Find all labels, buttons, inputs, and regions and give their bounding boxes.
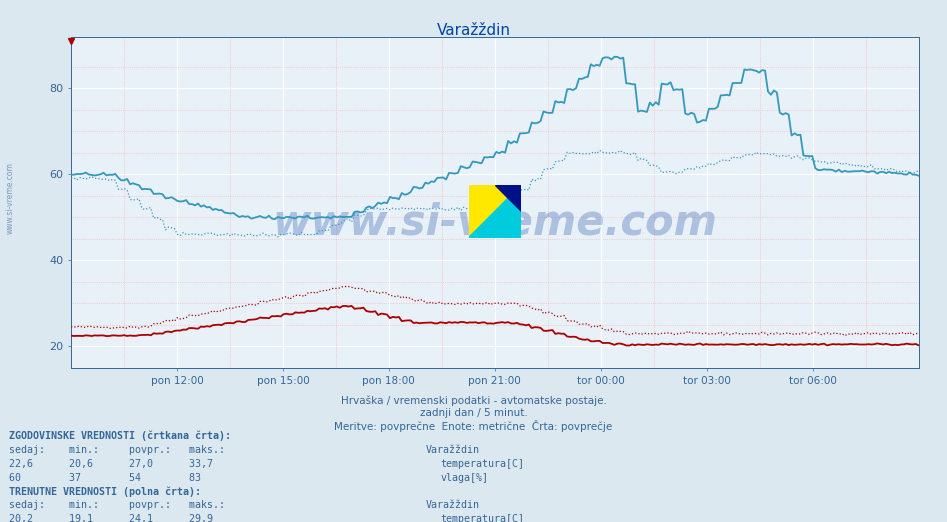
Text: TRENUTNE VREDNOSTI (polna črta):: TRENUTNE VREDNOSTI (polna črta): — [9, 487, 202, 497]
Text: 20,2      19,1      24,1      29,9: 20,2 19,1 24,1 29,9 — [9, 514, 213, 522]
Polygon shape — [469, 185, 521, 238]
Text: temperatura[C]: temperatura[C] — [440, 514, 525, 522]
Text: Varažždin: Varažždin — [426, 500, 480, 510]
Text: Hrvaška / vremenski podatki - avtomatske postaje.: Hrvaška / vremenski podatki - avtomatske… — [341, 396, 606, 406]
Text: www.si-vreme.com: www.si-vreme.com — [273, 201, 717, 243]
Text: Varažždin: Varažždin — [426, 445, 480, 455]
Text: sedaj:    min.:     povpr.:   maks.:: sedaj: min.: povpr.: maks.: — [9, 500, 225, 510]
Text: www.si-vreme.com: www.si-vreme.com — [6, 162, 15, 234]
Text: sedaj:    min.:     povpr.:   maks.:: sedaj: min.: povpr.: maks.: — [9, 445, 225, 455]
Polygon shape — [469, 185, 521, 238]
Text: temperatura[C]: temperatura[C] — [440, 459, 525, 469]
Text: 60        37        54        83: 60 37 54 83 — [9, 473, 202, 483]
Text: Meritve: povprečne  Enote: metrične  Črta: povprečje: Meritve: povprečne Enote: metrične Črta:… — [334, 420, 613, 432]
Polygon shape — [495, 185, 521, 211]
Text: vlaga[%]: vlaga[%] — [440, 473, 489, 483]
Text: zadnji dan / 5 minut.: zadnji dan / 5 minut. — [420, 408, 527, 418]
Text: 22,6      20,6      27,0      33,7: 22,6 20,6 27,0 33,7 — [9, 459, 213, 469]
Text: ZGODOVINSKE VREDNOSTI (črtkana črta):: ZGODOVINSKE VREDNOSTI (črtkana črta): — [9, 431, 231, 441]
Text: Varažždin: Varažždin — [437, 23, 510, 39]
